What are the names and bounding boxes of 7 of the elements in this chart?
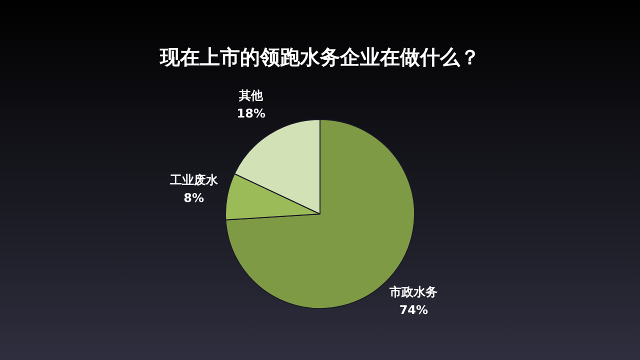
chart-title: 现在上市的领跑水务企业在做什么？ [158,44,481,71]
slice-label: 工业废水 [168,173,219,188]
data-label: 18% [236,106,266,121]
slice-label: 市政水务 [388,285,438,300]
data-label: 8% [184,191,204,206]
data-label: 74% [399,303,428,318]
slice-label: 其他 [238,88,264,103]
